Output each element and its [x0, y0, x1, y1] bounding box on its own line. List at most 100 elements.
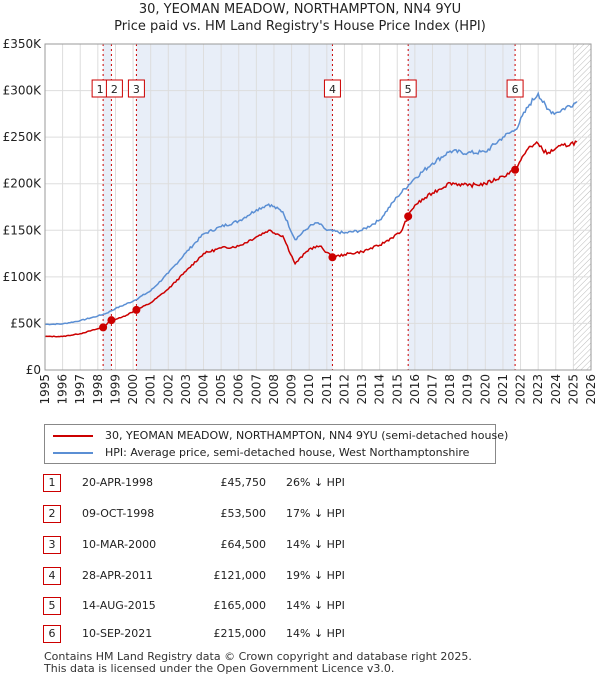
sale-number-label: 3: [133, 83, 140, 96]
ownership-shade-band: [136, 44, 333, 370]
sale-number-label: 2: [111, 83, 118, 96]
plot-border: [44, 43, 592, 371]
x-tick-label: 2000: [126, 374, 140, 405]
x-tick-label: 2005: [214, 374, 228, 405]
x-tick-label: 2019: [461, 374, 475, 405]
x-tick-label: 1998: [91, 374, 105, 405]
table-row: 4 28-APR-2011 £121,000 19% ↓ HPI: [0, 567, 600, 585]
x-tick-label: 2011: [320, 374, 334, 405]
tx-num: 1: [43, 474, 61, 492]
y-tick-label: £300K: [3, 84, 43, 98]
sale-number-label: 1: [97, 83, 104, 96]
tx-date: 10-SEP-2021: [82, 627, 153, 640]
sale-number-box: [399, 79, 417, 98]
x-tick-label: 2023: [531, 374, 545, 405]
tx-price: £53,500: [220, 507, 267, 520]
x-tick-label: 2016: [408, 374, 422, 405]
sale-number-label: 5: [405, 83, 412, 96]
x-tick-label: 2017: [425, 374, 439, 405]
x-tick-label: 1995: [38, 374, 52, 405]
tx-hpi-diff: 17% ↓ HPI: [286, 507, 345, 520]
x-tick-label: 1999: [108, 374, 122, 405]
legend: 30, YEOMAN MEADOW, NORTHAMPTON, NN4 9YU …: [44, 424, 508, 464]
tx-date: 14-AUG-2015: [82, 599, 156, 612]
sale-point: [404, 212, 413, 221]
x-tick-label: 2013: [355, 374, 369, 405]
sale-point: [328, 253, 337, 262]
tx-num: 4: [43, 567, 61, 585]
x-tick-label: 2018: [443, 374, 457, 405]
tx-price: £165,000: [213, 599, 267, 612]
sale-number-box: [506, 79, 524, 98]
tx-num: 6: [43, 625, 61, 643]
tx-num: 2: [43, 505, 61, 523]
table-row: 6 10-SEP-2021 £215,000 14% ↓ HPI: [0, 625, 600, 643]
sale-number-label: 6: [512, 83, 519, 96]
sale-number-box: [323, 79, 341, 98]
y-tick-label: £200K: [3, 177, 43, 191]
x-tick-label: 2024: [549, 374, 563, 405]
sale-point: [511, 165, 520, 174]
tx-hpi-diff: 26% ↓ HPI: [286, 476, 345, 489]
tx-date: 10-MAR-2000: [82, 538, 157, 551]
x-tick-label: 2001: [144, 374, 158, 405]
x-tick-label: 2010: [302, 374, 316, 405]
table-row: 3 10-MAR-2000 £64,500 14% ↓ HPI: [0, 536, 600, 554]
y-tick-label: £150K: [3, 223, 43, 237]
x-tick-label: 2003: [179, 374, 193, 405]
sale-point: [132, 305, 141, 314]
x-tick-label: 2004: [197, 374, 211, 405]
x-tick-label: 1996: [56, 374, 70, 405]
legend-swatch-hpi: [53, 452, 93, 454]
x-tick-label: 2014: [373, 374, 387, 405]
footer-copyright: Contains HM Land Registry data © Crown c…: [44, 650, 472, 663]
y-tick-label: £350K: [3, 37, 43, 51]
tx-date: 20-APR-1998: [82, 476, 154, 489]
ownership-shade-band: [408, 44, 516, 370]
table-row: 2 09-OCT-1998 £53,500 17% ↓ HPI: [0, 505, 600, 523]
x-tick-label: 2022: [514, 374, 528, 405]
x-tick-label: 2006: [232, 374, 246, 405]
x-tick-label: 2009: [285, 374, 299, 405]
y-tick-label: £0: [26, 363, 41, 377]
tx-num: 3: [43, 536, 61, 554]
property-series-line: [44, 140, 578, 338]
y-tick-label: £100K: [3, 270, 43, 284]
table-row: 1 20-APR-1998 £45,750 26% ↓ HPI: [0, 474, 600, 492]
tx-hpi-diff: 14% ↓ HPI: [286, 538, 345, 551]
tx-hpi-diff: 19% ↓ HPI: [286, 569, 345, 582]
tx-hpi-diff: 14% ↓ HPI: [286, 599, 345, 612]
tx-hpi-diff: 14% ↓ HPI: [286, 627, 345, 640]
table-row: 5 14-AUG-2015 £165,000 14% ↓ HPI: [0, 597, 600, 615]
y-tick-label: £250K: [3, 130, 43, 144]
sale-number-box: [105, 79, 123, 98]
footer-licence: This data is licensed under the Open Gov…: [44, 662, 395, 675]
legend-swatch-property: [53, 435, 93, 437]
tx-price: £45,750: [220, 476, 267, 489]
sale-point: [107, 316, 116, 325]
x-tick-label: 2002: [161, 374, 175, 405]
chart-title-line2: Price paid vs. HM Land Registry's House …: [114, 19, 486, 34]
x-tick-label: 2008: [267, 374, 281, 405]
ownership-shade-band: [103, 44, 112, 370]
x-tick-label: 2007: [249, 374, 263, 405]
forecast-hatch-region: [573, 44, 591, 370]
x-tick-label: 2026: [584, 374, 598, 405]
tx-num: 5: [43, 597, 61, 615]
x-tick-label: 2020: [478, 374, 492, 405]
tx-date: 28-APR-2011: [82, 569, 154, 582]
tx-price: £121,000: [213, 569, 267, 582]
x-tick-label: 2012: [337, 374, 351, 405]
x-tick-label: 2021: [496, 374, 510, 405]
hpi-series-line: [44, 91, 578, 326]
y-tick-label: £50K: [10, 316, 42, 330]
legend-label-hpi: HPI: Average price, semi-detached house,…: [105, 446, 470, 459]
x-tick-label: 2015: [390, 374, 404, 405]
tx-date: 09-OCT-1998: [82, 507, 155, 520]
chart-title-line1: 30, YEOMAN MEADOW, NORTHAMPTON, NN4 9YU: [138, 2, 462, 17]
x-tick-label: 1997: [73, 374, 87, 405]
sale-number-label: 4: [329, 83, 336, 96]
legend-label-property: 30, YEOMAN MEADOW, NORTHAMPTON, NN4 9YU …: [105, 429, 509, 442]
x-tick-label: 2025: [566, 374, 580, 405]
